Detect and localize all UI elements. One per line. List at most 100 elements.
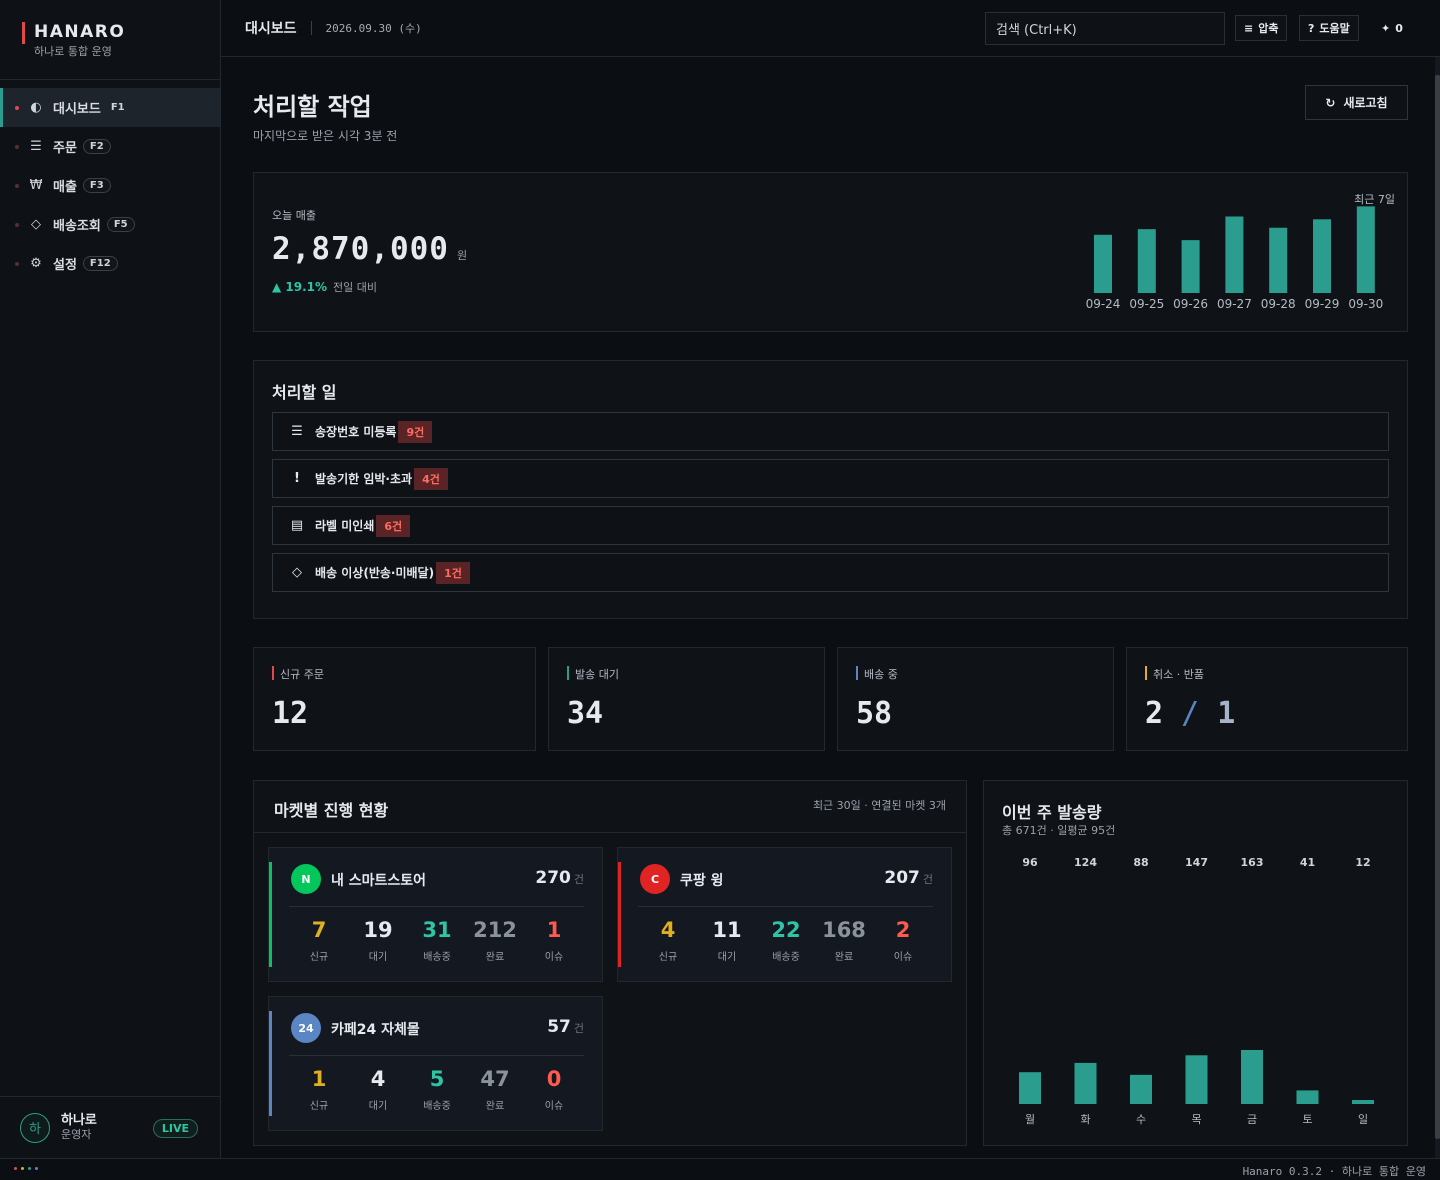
- market-name: 쿠팡 윙: [680, 873, 724, 889]
- coupang-logo-icon: C: [640, 864, 670, 894]
- cancel-count: 2: [1145, 696, 1164, 731]
- sales-label: 오늘 매출: [272, 209, 316, 222]
- version-label: Hanaro 0.3.2 · 하나로 통합 운영: [1242, 1165, 1426, 1178]
- spark-x-label: 09-26: [1173, 297, 1209, 311]
- market-name: 카페24 자체몰: [331, 1022, 420, 1038]
- stat-new: 1 신규: [289, 1065, 349, 1112]
- market-smartstore[interactable]: N 내 스마트스토어 270 건 7 신규 19 대기 31 배송중 212 완료 1 이슈: [268, 847, 603, 982]
- kpi-value: 58: [856, 696, 893, 731]
- stat-label: 완료: [485, 952, 505, 963]
- status-dot: [15, 183, 19, 188]
- notification-button[interactable]: ✦ 0: [1373, 15, 1411, 41]
- help-label: 도움말: [1319, 22, 1350, 35]
- shortcut-key: F2: [82, 139, 111, 154]
- status-dot: [15, 222, 19, 227]
- stat-value: 168: [822, 918, 866, 942]
- help-button[interactable]: ? 도움말: [1299, 15, 1359, 41]
- stat-label: 이슈: [544, 952, 564, 963]
- scrollbar[interactable]: [1435, 57, 1440, 1158]
- week-bar: [1185, 1055, 1208, 1104]
- stat-value: 11: [712, 918, 742, 942]
- bar-value-label: 12: [1355, 856, 1370, 869]
- stat-value: 4: [370, 1067, 386, 1091]
- stat-done: 212 완료: [465, 916, 525, 963]
- bar-day-label: 일: [1358, 1112, 1368, 1126]
- spark-x-label: 09-28: [1260, 297, 1296, 311]
- stat-shipping: 31 배송중: [407, 916, 467, 963]
- kpi-cancel-return[interactable]: 취소 · 반품 2 / 1: [1126, 647, 1408, 751]
- count-badge: 1건: [436, 561, 470, 584]
- week-bar: [1241, 1050, 1263, 1104]
- compress-button[interactable]: ≡ 압축: [1235, 15, 1288, 41]
- scrollbar-thumb[interactable]: [1435, 75, 1440, 1139]
- market-accent: [618, 862, 621, 967]
- todo-label: 라벨 미인쇄: [315, 519, 375, 533]
- sidebar-item-label: 주문: [53, 141, 77, 156]
- unit-label: 건: [573, 873, 584, 886]
- todo-item-invoice[interactable]: ☰ 송장번호 미등록 9건: [272, 412, 1389, 451]
- divider: [289, 1055, 584, 1056]
- stat-label: 대기: [717, 952, 737, 963]
- stat-label: 완료: [834, 952, 854, 963]
- market-total: 207 건: [884, 868, 933, 888]
- status-dot: [15, 261, 19, 266]
- weekly-bar-chart: 96 월 124 화 88 수 147 목 163 금 41 토 12 일: [1019, 856, 1374, 1126]
- week-bar: [1296, 1090, 1319, 1104]
- stat-value: 7: [311, 918, 327, 942]
- refresh-button[interactable]: ↻ 새로고침: [1305, 85, 1408, 120]
- sidebar-item-label: 매출: [53, 180, 77, 195]
- stat-done: 168 완료: [814, 916, 874, 963]
- stat-value: 1: [311, 1067, 327, 1091]
- weekly-title: 이번 주 발송량: [1002, 803, 1102, 822]
- stat-waiting: 11 대기: [697, 916, 757, 963]
- header: 대시보드 2026.09.30 (수) 검색 (Ctrl+K) ≡ 압축 ? 도…: [221, 0, 1440, 57]
- sidebar-item-dashboard[interactable]: ◐ 대시보드 F1: [0, 88, 220, 127]
- sidebar-item-sales[interactable]: ₩ 매출 F3: [0, 166, 220, 205]
- market-coupang[interactable]: C 쿠팡 윙 207 건 4 신규 11 대기 22 배송중 168 완료 2 이슈: [617, 847, 952, 982]
- user-role: 운영자: [61, 1128, 92, 1141]
- stat-value: 0: [546, 1067, 562, 1091]
- kpi-label: 취소 · 반품: [1145, 666, 1204, 682]
- status-dot: [35, 1167, 38, 1170]
- sparkle-icon: ✦: [1381, 21, 1391, 35]
- kpi-awaiting-shipment[interactable]: 발송 대기 34: [548, 647, 825, 751]
- todo-item-deadline[interactable]: ! 발송기한 임박·초과 4건: [272, 459, 1389, 498]
- sidebar-item-orders[interactable]: ☰ 주문 F2: [0, 127, 220, 166]
- stat-label: 배송중: [423, 952, 451, 963]
- market-name: 내 스마트스토어: [331, 873, 427, 889]
- search-input[interactable]: 검색 (Ctrl+K): [985, 12, 1225, 45]
- bar-value-label: 147: [1185, 856, 1208, 869]
- stat-label: 신규: [658, 952, 678, 963]
- kpi-label: 발송 대기: [567, 666, 619, 682]
- unit-label: 건: [573, 1022, 584, 1035]
- brand-name: HANARO: [34, 22, 126, 42]
- stat-value: 5: [429, 1067, 445, 1091]
- kpi-new-orders[interactable]: 신규 주문 12: [253, 647, 536, 751]
- user-panel[interactable]: 하 하나로 운영자 LIVE: [0, 1096, 220, 1158]
- sales-sparkline-chart: [1094, 206, 1375, 293]
- market-total-value: 270: [535, 868, 571, 888]
- market-cafe24[interactable]: 24 카페24 자체몰 57 건 1 신규 4 대기 5 배송중 47 완료 0 이슈: [268, 996, 603, 1131]
- shortcut-key: F5: [106, 217, 135, 232]
- stat-label: 배송중: [423, 1101, 451, 1112]
- divider: [254, 832, 966, 833]
- stat-value: 4: [660, 918, 676, 942]
- sidebar-item-shipping[interactable]: ◇ 배송조회 F5: [0, 205, 220, 244]
- diamond-icon: ◇: [31, 217, 41, 232]
- refresh-label: 새로고침: [1343, 96, 1388, 110]
- stat-label: 이슈: [544, 1101, 564, 1112]
- kpi-in-delivery[interactable]: 배송 중 58: [837, 647, 1114, 751]
- sales-change-label: 전일 대비: [333, 281, 378, 294]
- spark-bar: [1181, 240, 1200, 293]
- sidebar-item-settings[interactable]: ⚙ 설정 F12: [0, 244, 220, 283]
- spark-x-label: 09-29: [1304, 297, 1340, 311]
- status-bar: Hanaro 0.3.2 · 하나로 통합 운영: [0, 1158, 1440, 1180]
- spark-bar: [1137, 229, 1156, 293]
- todo-item-label-print[interactable]: ▤ 라벨 미인쇄 6건: [272, 506, 1389, 545]
- stat-new: 7 신규: [289, 916, 349, 963]
- page-title: 처리할 작업: [253, 93, 372, 121]
- kpi-separator: /: [1181, 696, 1200, 731]
- todo-item-delivery-issue[interactable]: ◇ 배송 이상(반송·미배달) 1건: [272, 553, 1389, 592]
- count-badge: 4건: [414, 467, 448, 490]
- weekly-subtitle: 총 671건 · 일평균 95건: [1002, 824, 1116, 837]
